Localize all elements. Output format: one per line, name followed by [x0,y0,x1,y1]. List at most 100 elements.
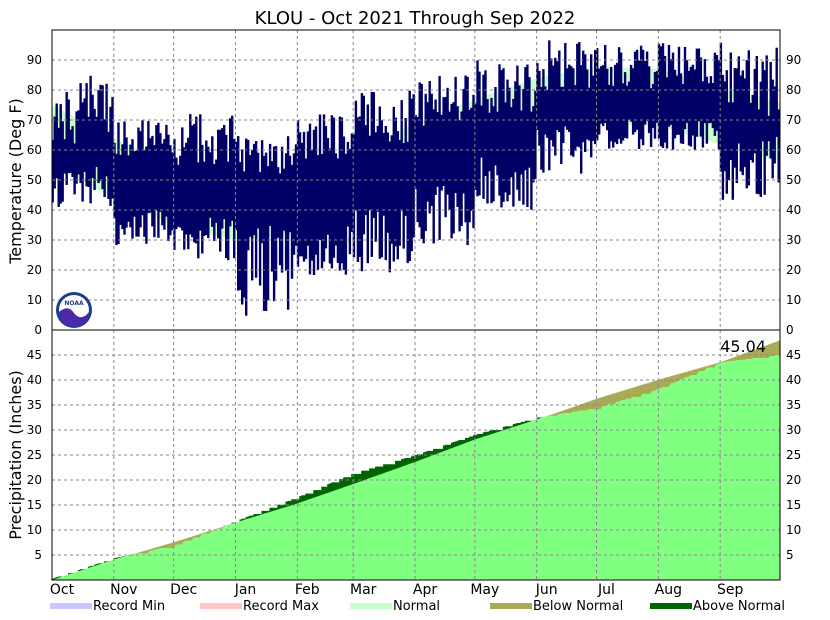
below-normal-bar [692,369,695,376]
precipitation-tick-left: 15 [27,498,42,512]
daily-temperature-bar [482,74,485,199]
daily-temperature-bar [576,43,579,147]
daily-temperature-bar [683,47,687,130]
daily-temperature-bar [324,126,328,249]
daily-temperature-bar [207,146,210,239]
above-normal-bar [329,483,332,493]
below-normal-bar [694,369,697,376]
daily-temperature-bar [458,120,461,232]
daily-temperature-bar [476,60,479,197]
below-normal-bar [734,356,737,361]
precipitation-grid [52,330,780,580]
below-normal-bar [728,359,731,362]
daily-temperature-bar [344,153,348,275]
above-normal-bar [317,490,320,497]
above-normal-bar [307,493,310,500]
daily-temperature-bar [165,124,168,217]
above-normal-bar [95,564,99,566]
daily-temperature-bar [53,116,56,189]
daily-temperature-bar [550,58,553,141]
daily-temperature-bar [171,152,174,231]
daily-temperature-bar [623,72,627,138]
above-normal-bar [347,477,350,487]
above-normal-bar [89,565,93,568]
temperature-tick-right: 0 [786,323,794,337]
below-normal-bar [610,394,614,405]
above-normal-bar [313,490,316,498]
daily-temperature-bar [502,68,505,202]
daily-temperature-bar [617,47,621,139]
above-normal-bar [452,442,456,448]
temperature-tick-right: 80 [786,83,801,97]
above-normal-bar [421,454,424,460]
daily-temperature-bar [410,98,413,252]
above-normal-bar [438,448,442,453]
daily-temperature-bar [266,166,270,301]
daily-temperature-bar [173,138,176,250]
below-normal-bar [558,411,562,414]
daily-temperature-bar [227,161,230,261]
below-normal-bar [606,395,610,405]
below-normal-bar [566,409,570,414]
daily-temperature-bar [524,67,527,171]
above-normal-bar [271,507,274,512]
legend-label: Record Min [93,599,165,614]
daily-temperature-bar [472,94,475,229]
above-normal-bar [500,430,504,432]
below-normal-bar [588,401,592,410]
daily-temperature-bar [63,139,66,174]
daily-temperature-bar [426,102,429,202]
daily-temperature-bar [647,66,651,134]
below-normal-bar [720,362,723,363]
above-normal-bar [365,470,368,480]
below-normal-bar [171,542,175,548]
below-normal-bar [632,387,635,397]
below-normal-bar [690,370,693,376]
daily-temperature-bar [422,125,425,244]
daily-temperature-bar [600,66,603,124]
precipitation-tick-left: 30 [27,423,42,437]
below-normal-bar [608,394,612,405]
daily-temperature-bar [268,143,272,227]
above-normal-bar [113,558,117,560]
below-normal-bar [173,542,177,548]
below-normal-bar [682,372,685,379]
daily-temperature-bar [288,155,292,233]
daily-temperature-bar [761,61,764,142]
below-normal-bar [227,525,231,526]
above-normal-bar [522,421,526,424]
below-normal-bar [185,538,189,541]
below-normal-bar [704,366,707,371]
below-normal-bar [648,382,651,394]
daily-temperature-bar [564,43,567,127]
daily-temperature-bar [671,52,675,150]
month-label: Jul [597,582,615,598]
above-normal-bar [472,435,476,441]
above-normal-bar [273,507,276,511]
above-normal-bar [321,486,324,496]
above-normal-bar [397,460,400,469]
daily-temperature-bar [316,155,320,270]
daily-temperature-bar [135,150,138,237]
daily-temperature-bar [336,158,340,263]
daily-temperature-bar [179,155,182,228]
above-normal-bar [448,444,452,450]
daily-temperature-bar [364,125,367,216]
daily-temperature-bar [440,114,443,191]
daily-temperature-bar [163,139,166,230]
daily-temperature-bar [560,86,563,164]
below-normal-bar [175,541,179,545]
daily-temperature-bar [496,111,499,176]
above-normal-bar [415,455,418,462]
daily-temperature-bar [217,129,220,239]
daily-temperature-bar [125,137,128,228]
above-normal-bar [381,466,384,475]
daily-temperature-bar [625,85,629,139]
above-normal-bar [514,423,518,427]
above-normal-bar [405,457,408,466]
daily-temperature-bar [721,75,725,200]
below-normal-bar [738,355,741,361]
below-normal-bar [668,376,671,388]
daily-temperature-bar [514,81,517,173]
month-axis: Oct Nov Dec Jan Feb Mar Apr May Jun Jul Aug Sep [50,582,744,598]
